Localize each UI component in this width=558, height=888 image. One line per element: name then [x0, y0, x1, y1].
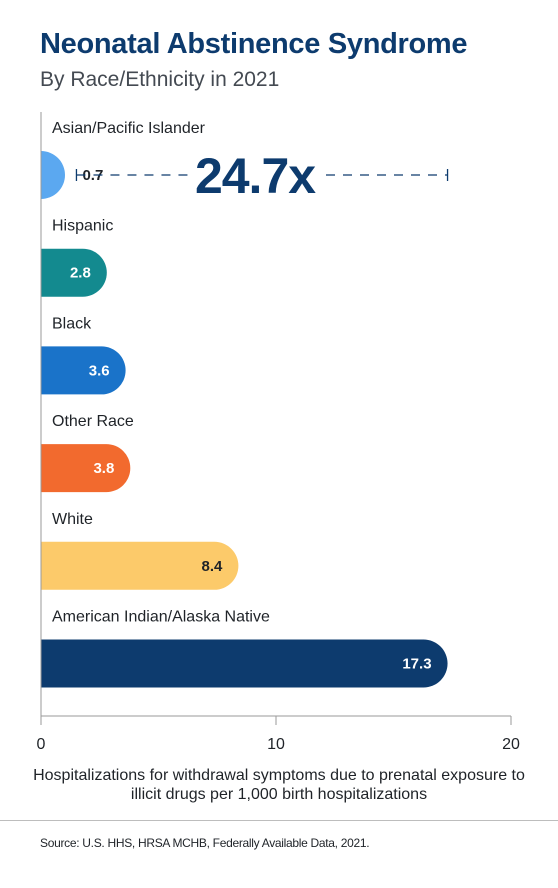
source-note: Source: U.S. HHS, HRSA MCHB, Federally A… [40, 836, 370, 850]
x-tick-label-0: 0 [37, 736, 46, 753]
value-label-other-race: 3.8 [93, 460, 114, 477]
annotation-ratio: 24.7x [195, 148, 316, 204]
category-label-asian-pacific-islander: Asian/Pacific Islander [52, 120, 206, 137]
bar-chart: Asian/Pacific Islander 0.7 Hispanic 2.8 Blac… [37, 112, 520, 753]
value-label-black: 3.6 [89, 362, 110, 379]
category-label-other-race: Other Race [52, 413, 134, 430]
category-label-american-indian-alaska-native: American Indian/Alaska Native [52, 609, 270, 626]
bar-white [41, 541, 239, 590]
source-divider [0, 820, 558, 821]
x-tick-label-10: 10 [267, 736, 285, 753]
value-label-hispanic: 2.8 [70, 265, 91, 282]
x-axis-label: Hospitalizations for withdrawal symptoms… [33, 767, 525, 803]
bar-other-race [41, 444, 131, 493]
x-tick-label-20: 20 [502, 736, 520, 753]
value-label-asian-pacific-islander: 0.7 [82, 167, 103, 184]
bar-black [41, 346, 126, 395]
bar-hispanic [41, 248, 107, 297]
category-label-hispanic: Hispanic [52, 218, 113, 235]
chart-title: Neonatal Abstinence Syndrome [40, 28, 468, 60]
value-label-white: 8.4 [202, 558, 224, 575]
chart-subtitle: By Race/Ethnicity in 2021 [40, 68, 280, 91]
category-label-white: White [52, 511, 93, 528]
value-label-american-indian-alaska-native: 17.3 [402, 656, 431, 673]
category-label-black: Black [52, 315, 92, 332]
bar-asian-pacific-islander [41, 151, 65, 199]
bar-american-indian-alaska-native [41, 639, 448, 688]
